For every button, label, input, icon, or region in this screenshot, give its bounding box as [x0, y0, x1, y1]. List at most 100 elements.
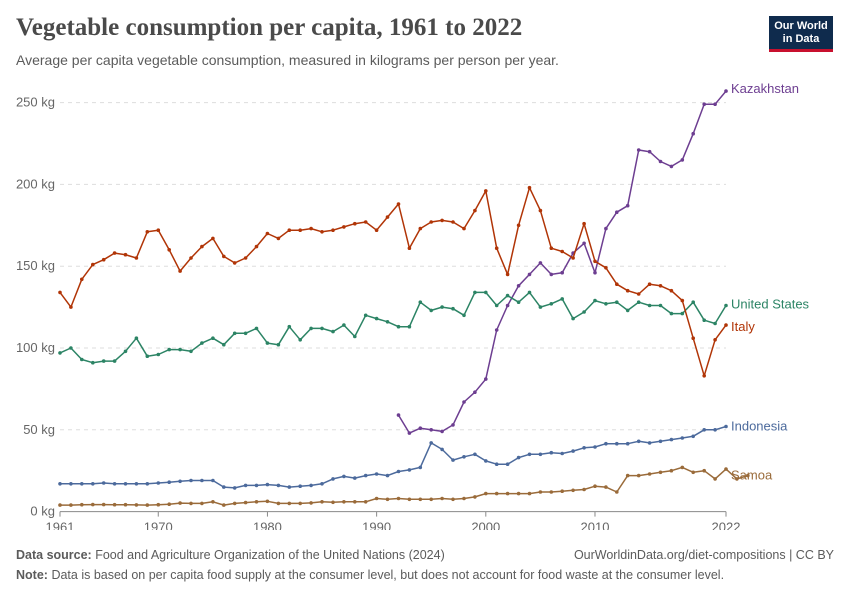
data-point-indonesia[interactable] — [593, 445, 597, 449]
data-point-indonesia[interactable] — [396, 469, 401, 474]
data-point-italy[interactable] — [636, 292, 641, 296]
data-point-samoa[interactable] — [320, 500, 324, 504]
data-point-italy[interactable] — [145, 230, 150, 234]
data-point-indonesia[interactable] — [309, 483, 313, 488]
series-label-kazakhstan[interactable]: Kazakhstan — [731, 81, 799, 96]
data-point-italy[interactable] — [516, 223, 521, 228]
owid-logo[interactable]: Our World in Data — [769, 16, 833, 52]
series-line-united-states[interactable] — [59, 291, 727, 364]
data-point-italy[interactable] — [200, 244, 204, 249]
data-point-italy[interactable] — [320, 230, 324, 234]
data-point-indonesia[interactable] — [473, 452, 477, 457]
data-point-kazakhstan[interactable] — [560, 270, 564, 275]
data-point-samoa[interactable] — [538, 490, 543, 494]
data-point-samoa[interactable] — [145, 503, 150, 507]
data-point-samoa[interactable] — [582, 487, 586, 492]
data-point-samoa[interactable] — [167, 502, 171, 507]
series-label-indonesia[interactable]: Indonesia — [731, 419, 788, 434]
data-point-indonesia[interactable] — [69, 482, 73, 486]
data-point-kazakhstan[interactable] — [494, 328, 499, 332]
data-point-indonesia[interactable] — [91, 482, 95, 486]
data-point-united-states[interactable] — [702, 318, 706, 322]
data-point-united-states[interactable] — [222, 342, 226, 347]
data-point-samoa[interactable] — [658, 470, 663, 475]
data-point-indonesia[interactable] — [440, 447, 444, 452]
data-point-italy[interactable] — [374, 228, 379, 232]
data-point-samoa[interactable] — [331, 500, 335, 505]
data-point-italy[interactable] — [669, 288, 674, 293]
data-point-united-states[interactable] — [451, 306, 455, 311]
data-point-indonesia[interactable] — [407, 468, 412, 472]
data-point-italy[interactable] — [189, 256, 193, 260]
data-point-italy[interactable] — [549, 246, 554, 250]
data-point-samoa[interactable] — [604, 485, 608, 489]
data-point-italy[interactable] — [494, 246, 499, 250]
data-point-kazakhstan[interactable] — [473, 390, 477, 395]
data-point-samoa[interactable] — [265, 499, 270, 504]
data-point-samoa[interactable] — [156, 502, 161, 507]
series-label-samoa[interactable]: Samoa — [731, 468, 773, 483]
data-point-samoa[interactable] — [101, 502, 106, 507]
data-point-united-states[interactable] — [462, 313, 466, 318]
data-point-samoa[interactable] — [69, 503, 73, 507]
data-point-indonesia[interactable] — [615, 441, 619, 446]
data-point-indonesia[interactable] — [484, 459, 488, 463]
data-point-united-states[interactable] — [91, 360, 95, 365]
data-point-italy[interactable] — [680, 298, 685, 303]
data-point-united-states[interactable] — [440, 305, 444, 309]
data-point-united-states[interactable] — [167, 347, 171, 352]
data-point-italy[interactable] — [462, 226, 466, 231]
data-point-samoa[interactable] — [342, 500, 346, 504]
data-point-samoa[interactable] — [505, 491, 510, 496]
data-point-italy[interactable] — [363, 220, 368, 224]
data-point-italy[interactable] — [538, 208, 543, 213]
data-point-italy[interactable] — [331, 228, 335, 232]
data-point-samoa[interactable] — [494, 491, 499, 496]
data-point-italy[interactable] — [702, 374, 706, 378]
data-point-united-states[interactable] — [331, 329, 335, 334]
data-point-samoa[interactable] — [680, 465, 685, 470]
data-point-kazakhstan[interactable] — [604, 226, 608, 231]
data-point-italy[interactable] — [298, 228, 303, 232]
data-point-samoa[interactable] — [134, 503, 139, 507]
data-point-italy[interactable] — [222, 254, 226, 259]
data-point-samoa[interactable] — [516, 491, 521, 496]
data-point-italy[interactable] — [658, 284, 663, 288]
data-point-italy[interactable] — [112, 251, 117, 255]
data-point-kazakhstan[interactable] — [658, 159, 663, 164]
data-point-united-states[interactable] — [713, 321, 717, 326]
data-point-indonesia[interactable] — [527, 452, 532, 457]
data-point-italy[interactable] — [396, 202, 401, 206]
data-point-indonesia[interactable] — [691, 434, 695, 439]
data-point-united-states[interactable] — [385, 320, 390, 324]
data-point-united-states[interactable] — [276, 342, 281, 347]
data-point-united-states[interactable] — [429, 308, 434, 313]
data-point-united-states[interactable] — [636, 300, 641, 304]
data-point-united-states[interactable] — [298, 338, 303, 342]
data-point-samoa[interactable] — [374, 496, 379, 501]
data-point-samoa[interactable] — [418, 497, 423, 502]
data-point-italy[interactable] — [243, 256, 248, 260]
data-point-united-states[interactable] — [265, 341, 270, 345]
data-point-united-states[interactable] — [527, 290, 532, 295]
data-point-united-states[interactable] — [211, 336, 215, 341]
data-point-italy[interactable] — [451, 220, 455, 224]
data-point-italy[interactable] — [625, 288, 630, 293]
data-point-samoa[interactable] — [593, 484, 597, 489]
data-point-samoa[interactable] — [735, 477, 739, 481]
data-point-kazakhstan[interactable] — [615, 210, 619, 214]
data-point-indonesia[interactable] — [353, 476, 357, 480]
data-point-kazakhstan[interactable] — [691, 131, 695, 136]
data-point-italy[interactable] — [615, 282, 619, 286]
data-point-italy[interactable] — [309, 226, 313, 231]
data-point-italy[interactable] — [429, 220, 434, 224]
data-point-indonesia[interactable] — [134, 482, 139, 486]
data-point-united-states[interactable] — [178, 347, 182, 352]
data-point-kazakhstan[interactable] — [593, 270, 597, 275]
data-point-united-states[interactable] — [189, 349, 193, 354]
data-point-united-states[interactable] — [418, 300, 423, 304]
data-point-indonesia[interactable] — [178, 479, 182, 484]
data-point-samoa[interactable] — [462, 496, 466, 501]
data-point-italy[interactable] — [473, 208, 477, 213]
data-point-united-states[interactable] — [549, 302, 554, 306]
